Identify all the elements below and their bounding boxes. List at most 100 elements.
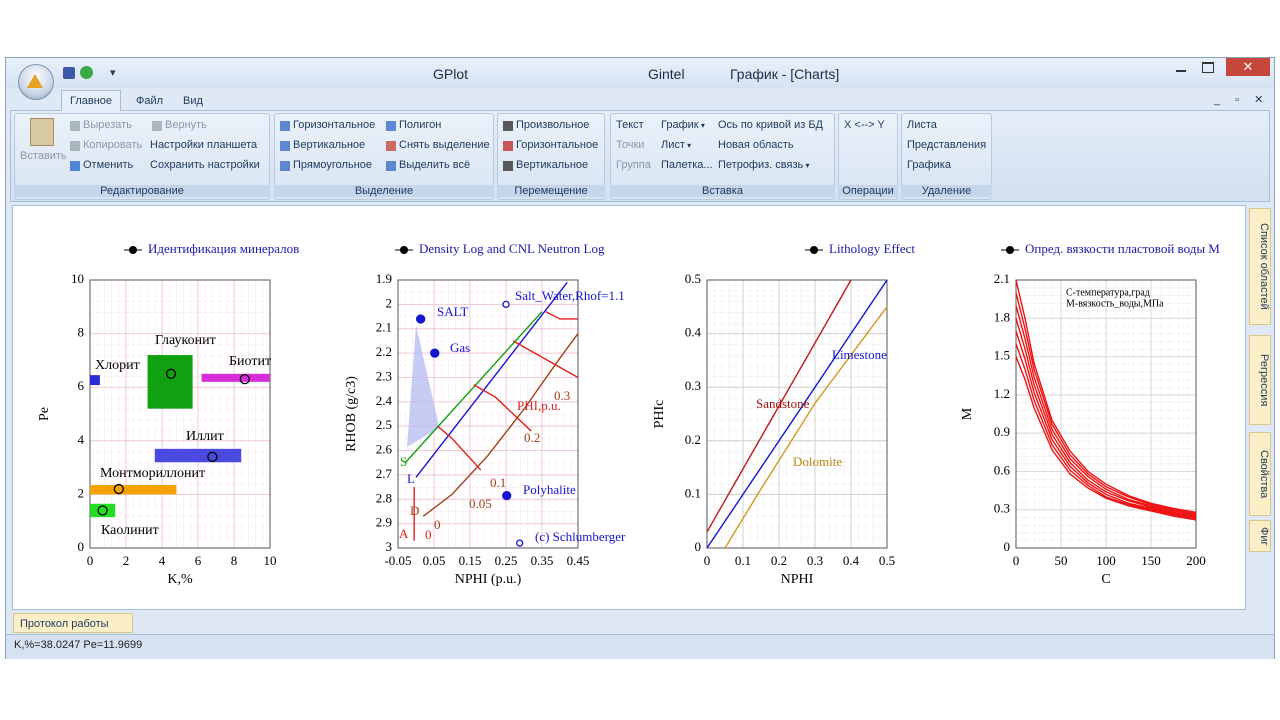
y-tick-label: 2.4	[376, 393, 393, 408]
ribbon-button[interactable]: Сохранить настройки	[150, 159, 260, 171]
ribbon-button[interactable]: Петрофиз. связь ▾	[718, 159, 810, 171]
ribbon-button[interactable]: Листа	[907, 119, 937, 131]
ribbon-button[interactable]: Группа	[616, 159, 651, 171]
y-tick-label: 2.1	[994, 271, 1010, 286]
x-tick-label: 0.05	[423, 553, 446, 568]
range-box	[201, 373, 270, 382]
ribbon-tab[interactable]: Файл	[136, 95, 164, 107]
ribbon-button[interactable]: Отменить	[83, 159, 134, 171]
plot-frame	[89, 279, 271, 549]
y-axis-label: Pe	[37, 407, 52, 421]
ribbon-button[interactable]: Новая область	[718, 139, 794, 151]
y-tick-label: 0.3	[994, 501, 1010, 516]
tab-active[interactable]	[61, 90, 121, 111]
ribbon-button[interactable]: Палетка...	[661, 159, 713, 171]
minimize-button[interactable]	[1176, 70, 1186, 72]
status-text: K,%=38.0247 Pe=11.9699	[14, 639, 143, 651]
series-line	[1015, 318, 1197, 517]
ribbon-button[interactable]: Прямоугольное	[293, 159, 373, 171]
x-tick-label: 150	[1141, 553, 1161, 568]
range-point	[97, 505, 108, 516]
ribbon-button[interactable]: Вставить	[20, 150, 67, 162]
ribbon-button[interactable]: Горизонтальное	[293, 119, 376, 131]
ribbon-button[interactable]: Графика	[907, 159, 951, 171]
ribbon-button[interactable]: Произвольное	[516, 119, 590, 131]
minor-grid-area	[90, 280, 270, 548]
ribbon-button[interactable]: Выделить всё	[399, 159, 471, 171]
x-tick-label: 0	[87, 553, 94, 568]
y-tick-label: 2.8	[376, 490, 392, 505]
ribbon-button[interactable]: Вернуть	[165, 119, 207, 131]
series-line	[1015, 279, 1197, 513]
ribbon-button[interactable]: Настройки планшета	[150, 139, 258, 151]
side-tab[interactable]: Фиг	[1249, 520, 1271, 552]
ribbon-button[interactable]: Представления	[907, 139, 987, 151]
ribbon-button[interactable]: График ▾	[661, 119, 705, 131]
ribbon-button[interactable]: Текст	[616, 119, 644, 131]
chart-title: Lithology Effect	[829, 241, 915, 256]
range-label: Хлорит	[95, 358, 140, 373]
button-icon	[503, 141, 513, 151]
x-tick-label: 0	[1013, 553, 1020, 568]
series-line	[706, 279, 888, 549]
y-tick-label: 2.2	[376, 344, 392, 359]
series-line	[1015, 292, 1197, 515]
ribbon-button[interactable]: Лист ▾	[661, 139, 692, 151]
side-tab[interactable]: Список областей	[1249, 208, 1271, 325]
range-box	[154, 448, 242, 463]
button-icon	[386, 161, 396, 171]
maximize-button[interactable]	[1202, 62, 1214, 73]
shaded-area	[407, 325, 440, 447]
ribbon-button[interactable]: Горизонтальное	[516, 139, 599, 151]
annotation: 0	[425, 527, 432, 542]
ribbon-button[interactable]: Вертикальное	[293, 139, 366, 151]
button-icon	[152, 121, 162, 131]
y-tick-label: 1.5	[994, 348, 1010, 363]
x-tick-label: 0.25	[495, 553, 518, 568]
y-axis-label: M	[960, 407, 975, 420]
y-tick-label: 0.2	[685, 432, 701, 447]
ribbon-button[interactable]: Снять выделение	[399, 139, 490, 151]
ribbon-button[interactable]: X <--> Y	[844, 119, 885, 131]
annotation: 0.05	[469, 496, 492, 511]
dropdown-arrow: ▾	[684, 141, 692, 150]
range-box	[90, 485, 177, 495]
close-button[interactable]: ✕	[1226, 58, 1270, 76]
y-axis-label: RHOB (g/c3)	[344, 376, 359, 452]
quick-access-menu[interactable]: ▾	[110, 67, 116, 79]
range-box	[147, 355, 193, 409]
ribbon-button[interactable]: Вертикальное	[516, 159, 589, 171]
ribbon-button[interactable]: Ось по кривой из БД	[718, 119, 823, 131]
series-line	[512, 340, 579, 379]
ribbon-button[interactable]: Копировать	[83, 139, 143, 151]
ribbon-tab[interactable]: Главное	[70, 95, 113, 107]
side-tab[interactable]: Регрессия	[1249, 335, 1271, 425]
series-line	[1015, 305, 1197, 516]
mdi-controls[interactable]: _ ▫ ✕	[1214, 94, 1270, 106]
annotation: 0.2	[524, 430, 540, 445]
ribbon-tab[interactable]: Вид	[183, 95, 203, 107]
button-icon	[70, 121, 80, 131]
point	[430, 348, 440, 358]
ribbon-button[interactable]: Полигон	[399, 119, 442, 131]
chart-title: Density Log and CNL Neutron Log	[419, 241, 605, 256]
y-tick-label: 4	[78, 432, 85, 447]
plot-frame	[706, 279, 888, 549]
refresh-button[interactable]	[80, 66, 93, 79]
x-tick-label: 100	[1096, 553, 1116, 568]
save-button[interactable]	[63, 67, 75, 79]
side-tab[interactable]: Свойства	[1249, 432, 1271, 516]
range-box	[90, 503, 116, 518]
y-tick-label: 1.9	[376, 271, 392, 286]
x-tick-label: 0.15	[459, 553, 482, 568]
x-tick-label: 10	[264, 553, 277, 568]
bottom-tab[interactable]: Протокол работы	[13, 613, 133, 633]
y-tick-label: 0.4	[685, 325, 702, 340]
paste-icon	[30, 118, 54, 146]
series-line	[1015, 330, 1197, 519]
ribbon-button[interactable]: Точки	[616, 139, 645, 151]
y-tick-label: 0	[1004, 539, 1011, 554]
ribbon-button[interactable]: Вырезать	[83, 119, 132, 131]
